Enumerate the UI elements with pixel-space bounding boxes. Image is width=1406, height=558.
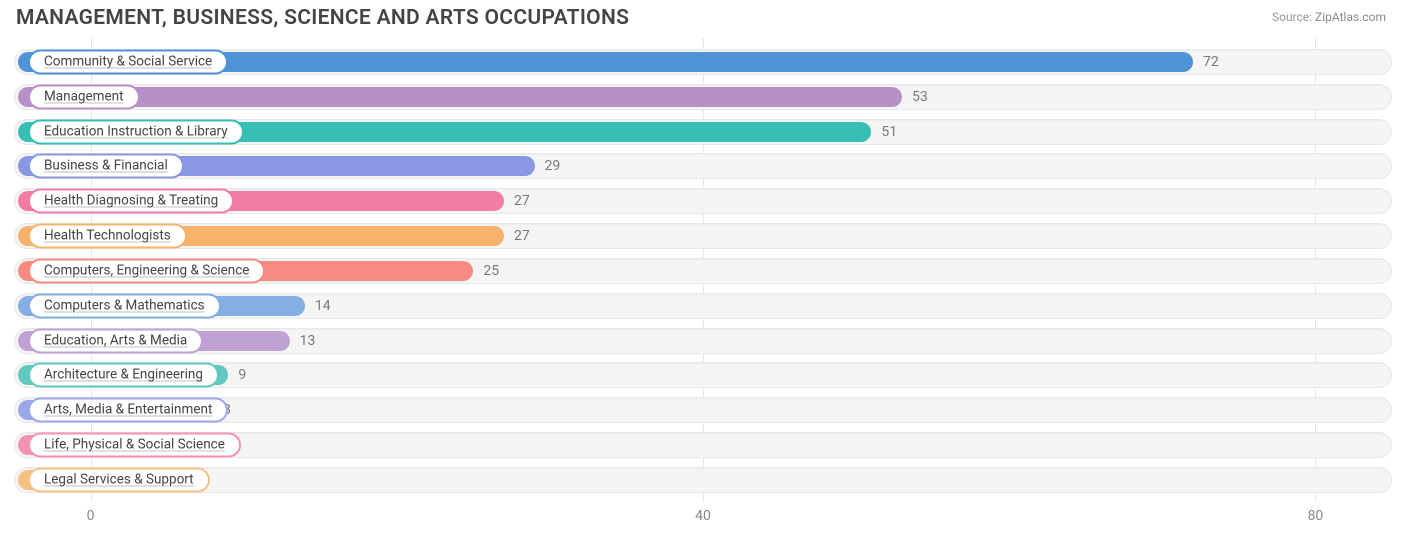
bar-row: 13 Education, Arts & Media <box>14 327 1392 355</box>
source-attribution: Source: ZipAtlas.com <box>1272 6 1386 24</box>
bar-row: 2Life, Physical & Social Science <box>14 431 1392 459</box>
bar-row: 51 Education Instruction & Library <box>14 118 1392 146</box>
x-tick-label: 80 <box>1308 508 1324 524</box>
bar-value-label: 14 <box>315 298 331 314</box>
bar-row: 29 Business & Financial <box>14 152 1392 180</box>
bar-value-label: 9 <box>238 367 246 383</box>
bar-row: 9 Architecture & Engineering <box>14 361 1392 389</box>
category-pill[interactable]: Architecture & Engineering <box>28 363 219 388</box>
category-pill[interactable]: Community & Social Service <box>28 50 228 75</box>
category-pill[interactable]: Management <box>28 84 140 109</box>
category-pill[interactable]: Life, Physical & Social Science <box>28 433 241 458</box>
chart-container: 72 Community & Social Service 53 Management… <box>0 34 1406 532</box>
source-label: Source: <box>1272 10 1312 24</box>
category-pill[interactable]: Computers, Engineering & Science <box>28 258 265 283</box>
bar-row: 27 Health Diagnosing & Treating <box>14 187 1392 215</box>
bar-value-label: 53 <box>912 89 928 105</box>
bar-fill <box>18 87 902 107</box>
bars-container: 72 Community & Social Service 53 Management… <box>14 38 1392 502</box>
bar-value-label: 25 <box>483 263 499 279</box>
category-pill[interactable]: Legal Services & Support <box>28 467 210 492</box>
bar-value-label: 72 <box>1203 54 1219 70</box>
category-pill[interactable]: Education, Arts & Media <box>28 328 203 353</box>
bar-row: 53 Management <box>14 83 1392 111</box>
source-value: ZipAtlas.com <box>1315 10 1386 24</box>
bar-row: 14 Computers & Mathematics <box>14 292 1392 320</box>
chart-title: MANAGEMENT, BUSINESS, SCIENCE AND ARTS O… <box>16 6 629 30</box>
bar-value-label: 29 <box>545 158 561 174</box>
bar-row: 25 Computers, Engineering & Science <box>14 257 1392 285</box>
bar-value-label: 27 <box>514 193 530 209</box>
x-tick-label: 0 <box>87 508 95 524</box>
category-pill[interactable]: Business & Financial <box>28 154 184 179</box>
bar-row: 72 Community & Social Service <box>14 48 1392 76</box>
chart-header: MANAGEMENT, BUSINESS, SCIENCE AND ARTS O… <box>0 0 1406 34</box>
bar-row: 0Legal Services & Support <box>14 466 1392 494</box>
category-pill[interactable]: Health Technologists <box>28 224 187 249</box>
plot-area: 72 Community & Social Service 53 Management… <box>14 38 1392 532</box>
bar-row: 8Arts, Media & Entertainment <box>14 396 1392 424</box>
x-axis: 0 40 80 <box>14 504 1392 532</box>
bar-value-label: 27 <box>514 228 530 244</box>
bar-value-label: 13 <box>300 333 316 349</box>
category-pill[interactable]: Arts, Media & Entertainment <box>28 398 228 423</box>
bar-value-label: 51 <box>881 124 897 140</box>
category-pill[interactable]: Education Instruction & Library <box>28 119 244 144</box>
category-pill[interactable]: Health Diagnosing & Treating <box>28 189 234 214</box>
x-tick-label: 40 <box>695 508 711 524</box>
category-pill[interactable]: Computers & Mathematics <box>28 293 221 318</box>
bar-row: 27 Health Technologists <box>14 222 1392 250</box>
bar-track <box>14 467 1392 493</box>
